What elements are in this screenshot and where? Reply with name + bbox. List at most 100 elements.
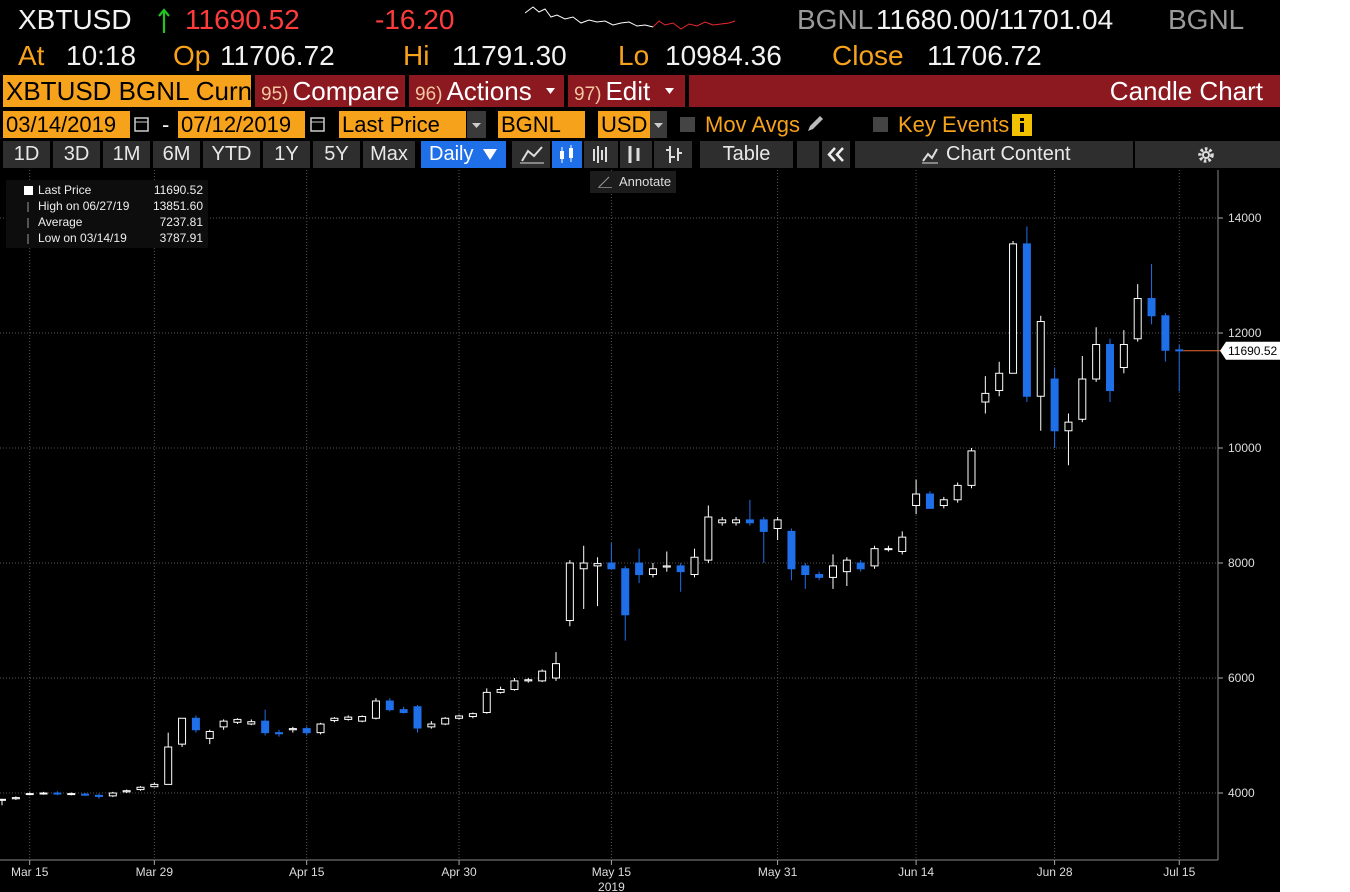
currency-field[interactable]: USD	[598, 111, 650, 138]
x-tick-label: Jun 14	[898, 865, 934, 879]
candle-body	[690, 556, 699, 576]
date-dash: -	[162, 112, 170, 137]
candle-body	[648, 568, 657, 576]
range-button[interactable]: YTD	[203, 141, 260, 168]
collapse-button[interactable]	[822, 141, 850, 168]
range-button[interactable]: 3D	[53, 141, 100, 168]
range-button[interactable]: 1Y	[263, 141, 310, 168]
candle-body	[233, 718, 242, 723]
candle-body	[745, 519, 754, 524]
chart-style-icons[interactable]	[512, 141, 692, 168]
candle-body	[953, 484, 962, 501]
menu-number: 97)	[574, 84, 602, 105]
range-button[interactable]: 1M	[103, 141, 150, 168]
menu-label: Edit	[605, 76, 651, 106]
range-button[interactable]: Max	[363, 141, 415, 168]
checkbox[interactable]	[680, 117, 696, 133]
dropdown[interactable]	[650, 111, 667, 138]
candle-body	[829, 565, 837, 578]
stat-value: 11706.72	[220, 40, 335, 71]
info-icon[interactable]	[1012, 114, 1032, 136]
candle-body	[344, 716, 353, 720]
candle-body	[621, 568, 630, 616]
candle-body	[856, 562, 865, 570]
stat-label: Close	[832, 40, 904, 71]
stat-value: 10:18	[66, 40, 137, 71]
table-button[interactable]: Table	[700, 141, 793, 168]
candle-body	[316, 723, 325, 734]
candle-body	[898, 536, 907, 553]
candle-body	[164, 746, 173, 785]
spacer	[797, 141, 819, 168]
menu-tab[interactable]: 96) Actions	[409, 75, 564, 107]
mov-avgs[interactable]: Mov Avgs	[705, 112, 800, 137]
y-tick-label: 8000	[1228, 556, 1255, 570]
candle-body	[275, 732, 283, 735]
candle-body	[136, 786, 145, 791]
annotate-button[interactable]: Annotate	[590, 171, 676, 193]
candle-body	[427, 723, 436, 728]
stat-value: 10984.36	[665, 40, 782, 71]
pencil-icon[interactable]	[805, 114, 825, 134]
candle-body	[579, 562, 588, 570]
candle-body	[0, 798, 6, 801]
chart-type: Candle Chart	[689, 75, 1280, 107]
y-tick-label: 6000	[1228, 671, 1255, 685]
candle-body	[676, 565, 685, 573]
security-field[interactable]: XBTUSD BGNL Curnc	[3, 75, 251, 107]
candle-body	[552, 663, 560, 679]
menu-label: Actions	[446, 76, 532, 106]
menu-tab[interactable]: 97) Edit	[568, 75, 685, 107]
candle-body	[815, 574, 824, 578]
candle-body	[441, 717, 450, 725]
legend-label: Average	[38, 215, 83, 229]
candle-body	[25, 793, 34, 796]
candle-body	[122, 790, 131, 793]
menu-label: Compare	[292, 76, 400, 106]
field-select[interactable]: Last Price	[339, 111, 466, 138]
range-button[interactable]: 5Y	[313, 141, 360, 168]
gear-icon[interactable]	[1197, 146, 1215, 164]
candle-body	[1092, 344, 1101, 380]
range-button[interactable]: 6M	[153, 141, 200, 168]
stat-value: 11706.72	[927, 40, 1042, 71]
candle-body	[302, 728, 311, 734]
candle-body	[884, 548, 893, 551]
candle-body	[247, 721, 256, 725]
candle-body	[801, 565, 810, 576]
candle-body	[759, 519, 768, 532]
symbol: XBTUSD	[18, 4, 132, 35]
candle-body	[81, 793, 90, 796]
legend-swatch	[24, 186, 33, 195]
candle-body	[371, 700, 380, 719]
key-events[interactable]: Key Events	[898, 112, 1010, 137]
range-button[interactable]: 1D	[3, 141, 50, 168]
end-date[interactable]: 07/12/2019	[178, 111, 305, 138]
checkbox[interactable]	[873, 117, 889, 133]
stat-value: 11791.30	[452, 40, 567, 71]
candle-body	[150, 783, 159, 788]
menu-number: 95)	[261, 84, 289, 105]
y-tick-label: 12000	[1228, 326, 1262, 340]
candle-body	[1161, 315, 1170, 351]
chart-content-label: Chart Content	[946, 143, 1071, 165]
chart-content[interactable]: Chart Content	[855, 141, 1133, 168]
x-tick-label: Apr 15	[289, 865, 325, 879]
calendar-icon[interactable]	[310, 115, 326, 133]
source-field[interactable]: BGNL	[498, 111, 585, 138]
candle-body	[925, 493, 934, 509]
candle-body	[1133, 298, 1142, 340]
legend-label: Low on 03/14/19	[38, 231, 127, 245]
y-tick-label: 10000	[1228, 441, 1262, 455]
source: BGNL	[1168, 4, 1245, 35]
menu-tab[interactable]: 95) Compare	[255, 75, 405, 107]
y-tick-label: 14000	[1228, 211, 1262, 225]
calendar-icon[interactable]	[134, 115, 150, 133]
period-select[interactable]: Daily	[421, 141, 506, 168]
candle-body	[399, 709, 408, 714]
menu-number: 96)	[415, 84, 443, 105]
dropdown[interactable]	[467, 111, 486, 138]
candle-body	[565, 562, 574, 622]
start-date[interactable]: 03/14/2019	[3, 111, 130, 138]
candle-body	[1175, 349, 1184, 352]
